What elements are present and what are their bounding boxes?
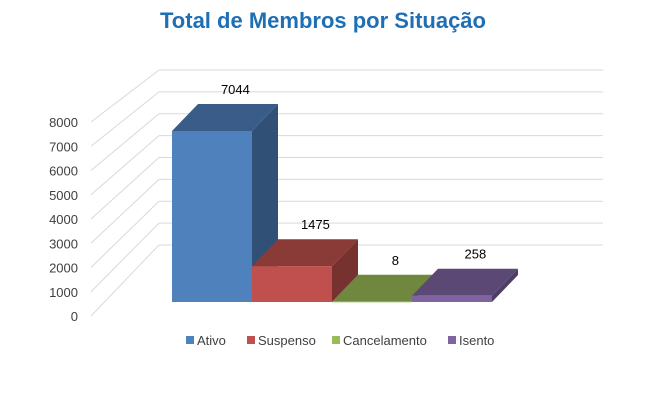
data-labels: 7044 1475 8 258 [221, 82, 486, 268]
bar-side [492, 268, 518, 302]
chart-title: Total de Membros por Situação [160, 8, 486, 33]
y-tick-label: 1000 [49, 285, 78, 300]
legend-swatch [448, 336, 456, 344]
bar-top [172, 104, 278, 131]
y-tick-label: 8000 [49, 115, 78, 130]
legend-swatch [186, 336, 194, 344]
bar-front [252, 266, 332, 302]
legend: Ativo Suspenso Cancelamento Isento [186, 333, 494, 348]
gridline-diagonal [90, 69, 160, 123]
bar-front [412, 295, 492, 302]
gridline-diagonal [90, 244, 160, 317]
bar-ativo [172, 104, 278, 302]
data-label: 8 [392, 253, 399, 268]
data-label: 258 [465, 247, 487, 262]
data-label: 1475 [301, 217, 330, 232]
gridline-diagonal [90, 222, 160, 293]
gridline-diagonal [90, 135, 160, 196]
bar-side [332, 239, 358, 302]
y-tick-label: 2000 [49, 261, 78, 276]
bar-suspenso [252, 239, 358, 302]
y-tick-label: 5000 [49, 188, 78, 203]
y-tick-label: 4000 [49, 212, 78, 227]
gridline-diagonal [90, 179, 160, 244]
bar-top [332, 274, 438, 302]
legend-entry: Isento [459, 333, 494, 348]
legend-entry: Cancelamento [343, 333, 427, 348]
y-tick-label: 7000 [49, 139, 78, 154]
legend-entry: Suspenso [258, 333, 316, 348]
y-tick-label: 0 [71, 309, 78, 324]
bar-front [172, 131, 252, 302]
legend-swatch [247, 336, 255, 344]
bars [172, 104, 518, 303]
bar-front [332, 301, 412, 303]
bar-top [252, 239, 358, 267]
legend-swatch [332, 336, 340, 344]
gridline-diagonal [90, 200, 160, 268]
data-label: 7044 [221, 82, 250, 97]
y-tick-label: 6000 [49, 164, 78, 179]
gridline-diagonal [90, 157, 160, 220]
legend-entry: Ativo [197, 333, 226, 348]
y-tick-label: 3000 [49, 236, 78, 251]
bar-top [412, 268, 518, 296]
gridline-diagonal [90, 113, 160, 171]
gridline-diagonal [90, 91, 160, 147]
y-axis-labels: 0 1000 2000 3000 4000 5000 6000 7000 8000 [49, 115, 78, 324]
bar-isento [412, 268, 518, 302]
